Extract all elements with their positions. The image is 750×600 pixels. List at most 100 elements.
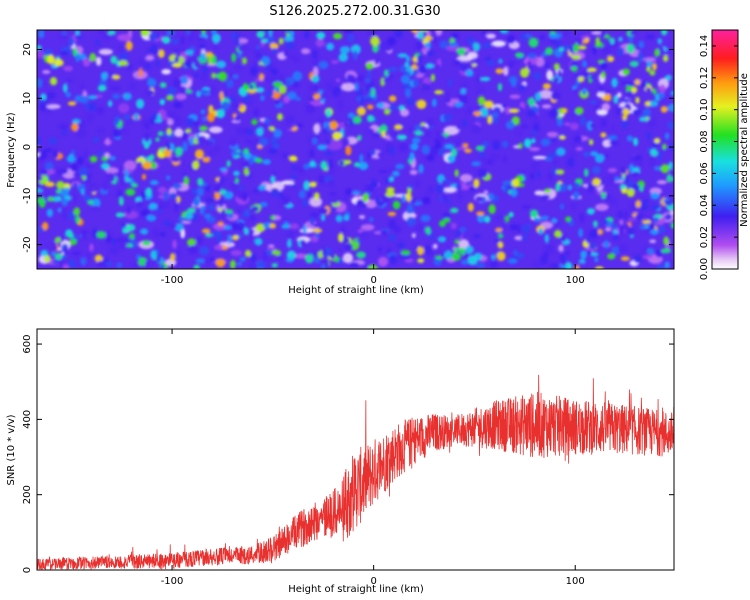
spectrogram-cell <box>528 37 539 48</box>
spectrogram-cell <box>126 205 132 215</box>
spectrogram-cell <box>569 219 574 227</box>
spectrogram-cell <box>131 182 138 188</box>
spectrogram-cell <box>459 81 469 89</box>
spectrogram-cell <box>124 210 139 219</box>
spectrogram-cell <box>385 190 396 197</box>
spectrogram-cell <box>450 207 459 214</box>
spectrogram-cell <box>67 211 75 221</box>
spectrogram-cell <box>389 168 395 174</box>
spectrogram-cell <box>645 34 655 40</box>
spectrogram-cell <box>610 126 616 131</box>
spectrogram-cell <box>495 227 503 232</box>
spectrogram-cell <box>399 65 406 73</box>
spectrogram-cell <box>313 222 321 228</box>
spectrogram-cell <box>543 188 552 193</box>
spectrogram-cell <box>290 174 298 180</box>
spectrogram-cell <box>118 103 130 114</box>
spectrogram-cell <box>561 44 570 52</box>
spectrogram-cell <box>377 256 389 267</box>
spectrogram-cell <box>366 127 375 135</box>
spectrogram-cell <box>444 250 453 260</box>
spectrogram-y-tick-label: 20 <box>22 43 33 56</box>
spectrogram-cell <box>572 191 580 200</box>
spectrogram-cell <box>664 75 672 81</box>
spectrogram-cell <box>173 202 180 212</box>
spectrogram-cell <box>230 182 239 193</box>
spectrogram-cell <box>92 228 99 239</box>
spectrogram-cell <box>666 121 674 130</box>
spectrogram-cell <box>278 37 284 45</box>
spectrogram-cell <box>109 246 119 255</box>
spectrogram-cell <box>54 252 63 260</box>
spectrogram-cell <box>278 74 285 84</box>
spectrogram-cell <box>248 214 256 221</box>
spectrogram-cell <box>40 169 48 175</box>
spectrogram-cell <box>75 54 81 63</box>
spectrogram-cell <box>100 71 108 81</box>
spectrogram-cell <box>178 216 186 222</box>
spectrogram-cell <box>182 141 188 152</box>
spectrogram-x-tick-label: 0 <box>370 275 376 286</box>
spectrogram-cell <box>455 140 462 148</box>
spectrogram-cell <box>404 61 410 68</box>
spectrogram-cell <box>102 182 109 192</box>
spectrogram-cell <box>269 42 279 50</box>
spectrogram-cell <box>378 266 389 269</box>
spectrogram-cell <box>321 214 326 222</box>
spectrogram-cell <box>272 249 282 256</box>
spectrogram-cell <box>600 30 607 38</box>
spectrogram-cell <box>401 254 411 260</box>
spectrogram-y-ticks: 20 10 0 -10 -20 <box>22 43 674 253</box>
spectrogram-cell <box>613 176 621 182</box>
spectrogram-cell <box>227 234 232 245</box>
spectrogram-cell <box>654 166 662 171</box>
spectrogram-cell <box>96 107 104 115</box>
spectrogram-cell <box>248 156 254 166</box>
spectrogram-cell <box>61 198 68 207</box>
spectrogram-cell <box>43 108 54 114</box>
spectrogram-cell <box>374 197 380 206</box>
spectrogram-cell <box>42 69 51 74</box>
spectrogram-cell <box>658 225 666 234</box>
spectrogram-cell <box>329 252 336 260</box>
spectrogram-cell <box>477 96 486 106</box>
spectrogram-cell <box>497 241 504 249</box>
spectrogram-cell <box>241 95 252 103</box>
spectrogram-cell <box>495 215 505 221</box>
spectrogram-cell <box>116 262 123 268</box>
spectrogram-y-label: Frequency (Hz) <box>6 112 17 188</box>
spectrogram-cell <box>453 59 462 67</box>
spectrogram-cell <box>465 180 471 187</box>
spectrogram-cell <box>356 251 366 259</box>
spectrogram-cell <box>520 67 530 78</box>
spectrogram-cell <box>359 97 364 107</box>
spectrogram-cell <box>487 192 495 201</box>
spectrogram-cell <box>420 122 426 127</box>
spectrogram-cell <box>196 187 204 197</box>
spectrogram-cell <box>585 236 591 244</box>
spectrogram-cell <box>353 50 358 61</box>
spectrogram-cell <box>100 162 110 170</box>
spectrogram-cell <box>575 80 580 87</box>
spectrogram-cell <box>303 180 310 191</box>
spectrogram-cell <box>395 163 405 170</box>
spectrogram-cell <box>184 212 193 220</box>
spectrogram-cell <box>411 197 417 205</box>
spectrogram-cell <box>172 63 182 68</box>
spectrogram-cell <box>233 170 240 177</box>
spectrogram-cell <box>236 127 246 136</box>
spectrogram-cell <box>509 94 521 99</box>
spectrogram-cell <box>37 188 44 193</box>
spectrogram-cell <box>140 30 150 37</box>
spectrogram-cell <box>451 32 459 40</box>
spectrogram-cell <box>641 219 652 225</box>
spectrogram-cell <box>628 202 638 213</box>
spectrogram-cell <box>625 90 634 100</box>
spectrogram-cell <box>118 197 124 206</box>
spectrogram-cell <box>557 183 567 192</box>
spectrogram-cell <box>224 209 234 214</box>
spectrogram-cell <box>560 260 567 266</box>
spectrogram-cell <box>655 249 664 258</box>
spectrogram-cell <box>590 252 599 257</box>
spectrogram-cell <box>234 177 240 184</box>
